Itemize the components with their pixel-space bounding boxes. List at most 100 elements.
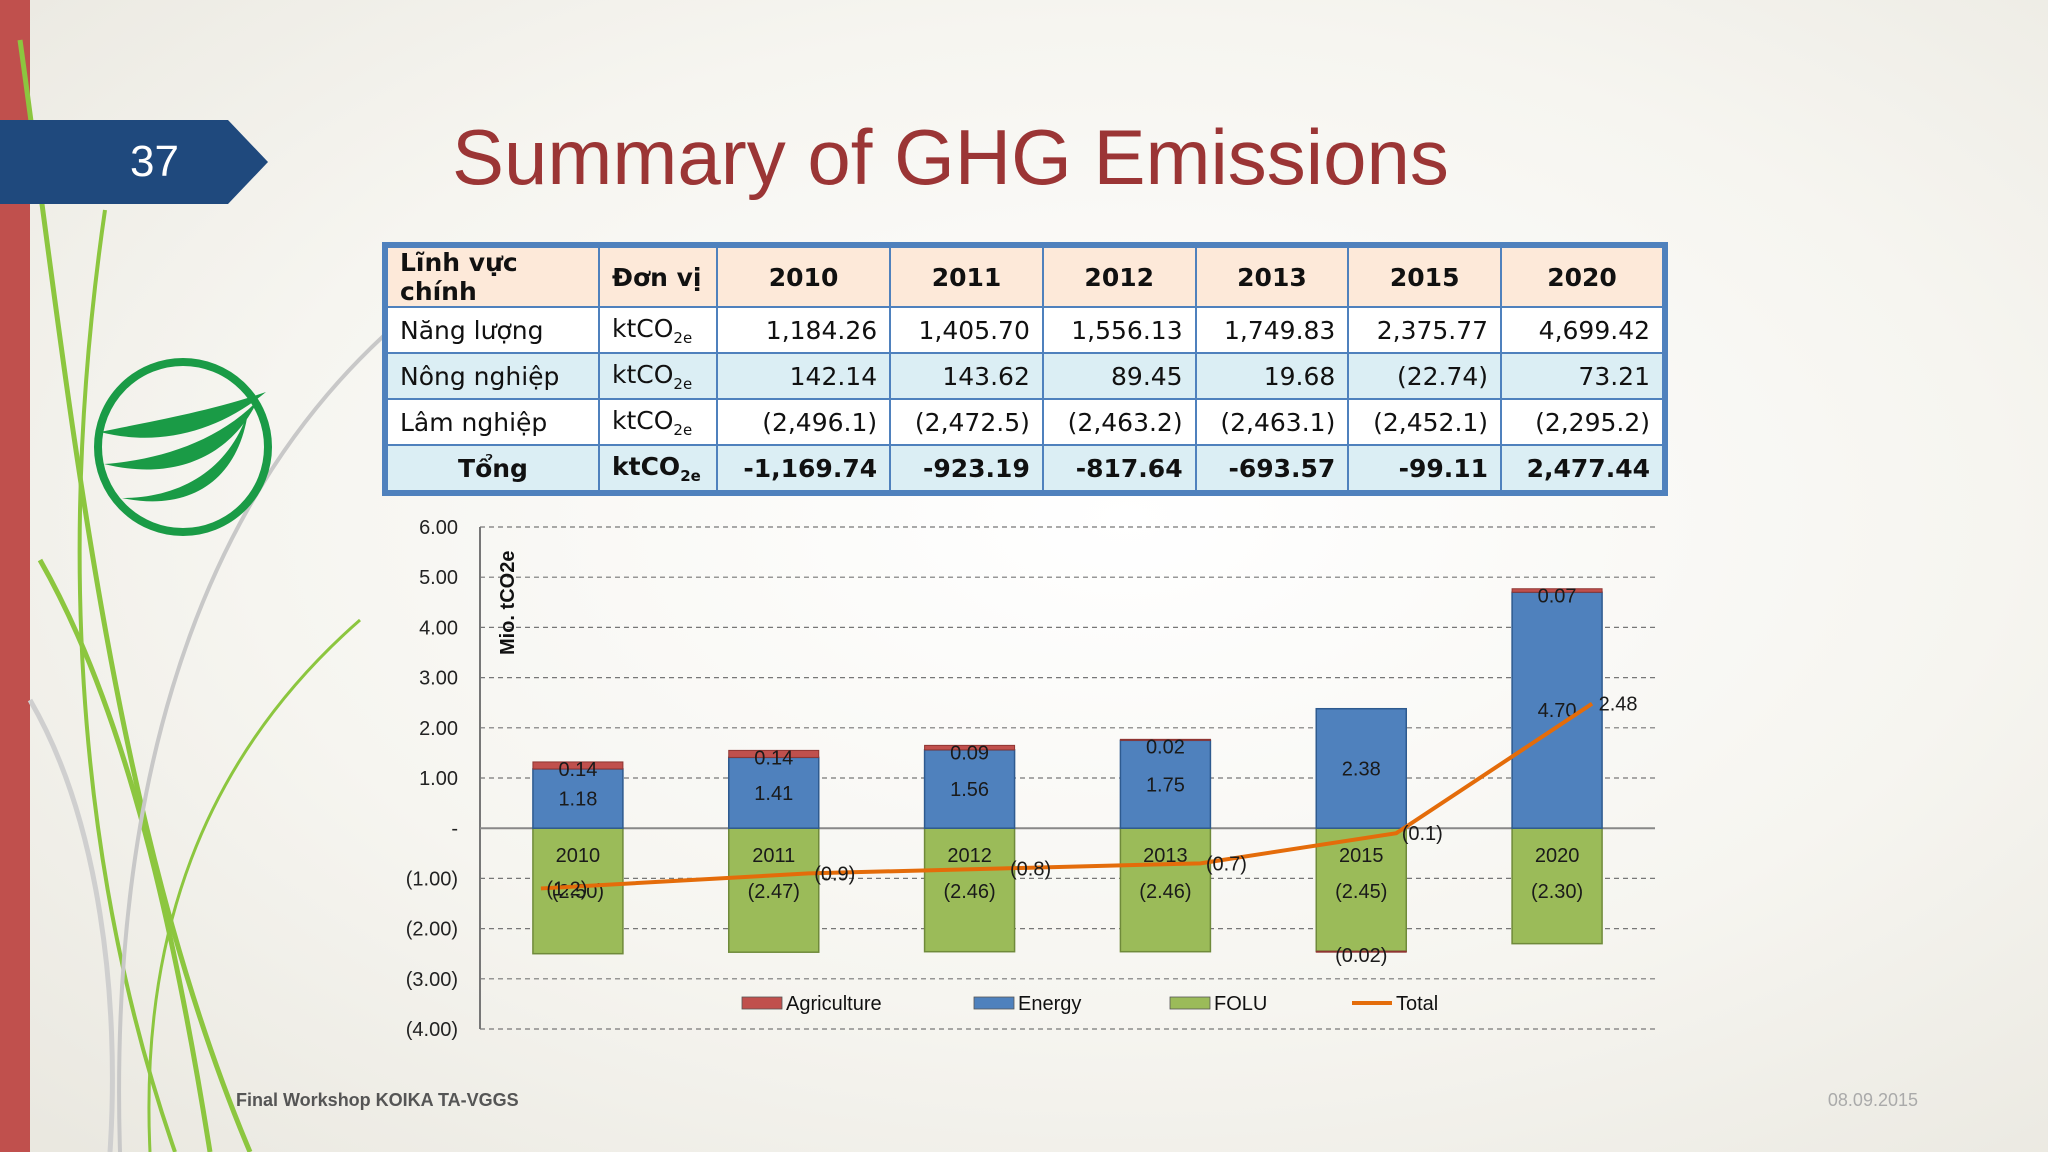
header-unit: Đơn vị <box>598 246 718 308</box>
legend-swatch <box>741 996 783 1010</box>
data-label-total: (0.9) <box>814 863 855 885</box>
table-cell: 142.14 <box>715 352 892 400</box>
y-axis-label: Mio. tCO2e <box>497 551 519 655</box>
table-row-total: Tổng ktCO2e -1,169.74 -923.19 -817.64 -6… <box>386 444 1664 492</box>
table-cell: 143.62 <box>889 352 1044 400</box>
legend-label: FOLU <box>1214 993 1267 1015</box>
data-label-energy: 4.70 <box>1538 700 1577 722</box>
data-label-folu: (2.30) <box>1531 881 1583 903</box>
x-category-label: 2010 <box>556 845 601 867</box>
header-2012: 2012 <box>1041 246 1197 308</box>
x-category-label: 2013 <box>1143 845 1188 867</box>
table-cell: 73.21 <box>1500 352 1664 400</box>
bar-folu <box>1119 827 1212 953</box>
bar-agriculture <box>924 744 1016 751</box>
table-cell: -923.19 <box>889 444 1044 492</box>
table-cell: -693.57 <box>1194 444 1350 492</box>
y-tick-label: (2.00) <box>406 919 458 941</box>
data-label-folu: (2.47) <box>748 881 800 903</box>
table-row: Lâm nghiệp ktCO2e (2,496.1) (2,472.5) (2… <box>386 398 1664 446</box>
table-cell: 1,405.70 <box>889 306 1044 354</box>
table-cell: (2,463.2) <box>1041 398 1197 446</box>
data-label-energy: 1.18 <box>558 789 597 811</box>
table-cell: 1,749.83 <box>1194 306 1350 354</box>
row-sector: Nông nghiệp <box>386 352 600 400</box>
header-2013: 2013 <box>1194 246 1350 308</box>
data-label-total: (0.7) <box>1206 853 1247 875</box>
y-tick-label: (3.00) <box>406 969 458 991</box>
x-category-label: 2015 <box>1339 845 1384 867</box>
legend-label: Agriculture <box>786 993 882 1015</box>
logo-icon <box>94 358 272 536</box>
row-sector: Lâm nghiệp <box>386 398 600 446</box>
row-sector: Năng lượng <box>386 306 600 354</box>
page-number: 37 <box>130 137 179 186</box>
header-2011: 2011 <box>889 246 1044 308</box>
data-label-folu: (2.46) <box>1139 881 1191 903</box>
data-label-total: (1.2) <box>546 878 587 900</box>
table-cell: 19.68 <box>1194 352 1350 400</box>
table-cell: (2,295.2) <box>1500 398 1664 446</box>
table-row: Năng lượng ktCO2e 1,184.26 1,405.70 1,55… <box>386 306 1664 354</box>
y-tick-label: 5.00 <box>419 567 458 589</box>
footer-date: 08.09.2015 <box>1827 1090 1918 1110</box>
bar-agriculture <box>1315 950 1407 953</box>
table-cell: 1,556.13 <box>1041 306 1197 354</box>
row-unit: ktCO2e <box>598 398 718 446</box>
header-2010: 2010 <box>715 246 892 308</box>
table-header-row: Lĩnh vực chính Đơn vị 2010 2011 2012 201… <box>386 246 1664 308</box>
slide-title: Summary of GHG Emissions <box>452 113 1449 201</box>
table-cell: (2,496.1) <box>715 398 892 446</box>
y-tick-label: 2.00 <box>419 718 458 740</box>
data-label-total: (0.8) <box>1010 858 1051 880</box>
table-cell: (2,452.1) <box>1347 398 1503 446</box>
table-cell: -1,169.74 <box>715 444 892 492</box>
y-tick-label: (4.00) <box>406 1019 458 1041</box>
legend-label: Energy <box>1018 993 1081 1015</box>
data-label-folu: (2.46) <box>943 881 995 903</box>
table-cell: 4,699.42 <box>1500 306 1664 354</box>
page-number-badge <box>0 120 268 204</box>
bar-agriculture <box>1511 588 1603 593</box>
data-label-energy: 1.41 <box>754 783 793 805</box>
legend-swatch <box>1169 996 1211 1010</box>
bar-agriculture <box>532 761 624 770</box>
bar-agriculture <box>1119 738 1211 741</box>
y-tick-label: 1.00 <box>419 768 458 790</box>
row-unit: ktCO2e <box>598 306 718 354</box>
y-tick-label: 6.00 <box>419 517 458 539</box>
x-category-label: 2020 <box>1535 845 1580 867</box>
table-cell: (2,472.5) <box>889 398 1044 446</box>
data-label-agriculture: 0.02 <box>1146 736 1185 758</box>
bar-folu <box>1511 827 1603 945</box>
bar-energy <box>1315 707 1407 829</box>
data-label-total: (0.1) <box>1402 823 1443 845</box>
x-category-label: 2012 <box>947 845 992 867</box>
table-cell: -817.64 <box>1041 444 1197 492</box>
x-category-label: 2011 <box>752 845 795 867</box>
data-label-agriculture: 0.09 <box>950 742 989 764</box>
data-label-agriculture: 0.14 <box>558 759 597 781</box>
row-sector: Tổng <box>386 444 600 492</box>
bar-folu <box>728 827 820 953</box>
table-cell: (2,463.1) <box>1194 398 1350 446</box>
emissions-table: Lĩnh vực chính Đơn vị 2010 2011 2012 201… <box>382 242 1668 496</box>
table-cell: 1,184.26 <box>715 306 892 354</box>
table-cell: (22.74) <box>1347 352 1503 400</box>
data-label-folu: (2.45) <box>1335 881 1387 903</box>
row-unit: ktCO2e <box>598 444 718 492</box>
table-cell: 89.45 <box>1041 352 1197 400</box>
data-label-agriculture: 0.14 <box>754 747 793 769</box>
data-label-total: 2.48 <box>1599 694 1638 716</box>
data-label-energy: 2.38 <box>1342 758 1381 780</box>
footer-left-text: Final Workshop KOIKA TA-VGGS <box>236 1090 519 1110</box>
bar-agriculture <box>728 749 820 758</box>
data-label-energy: 1.56 <box>950 779 989 801</box>
data-label-agriculture: 0.07 <box>1538 586 1577 608</box>
table-cell: 2,375.77 <box>1347 306 1503 354</box>
row-unit: ktCO2e <box>598 352 718 400</box>
emissions-chart: 6.00 5.00 4.00 3.00 2.00 1.00 - (1.00) (2.00) (3.… <box>406 517 1655 1041</box>
table-cell: -99.11 <box>1347 444 1503 492</box>
table-cell: 2,477.44 <box>1500 444 1664 492</box>
y-tick-label: (1.00) <box>406 868 458 890</box>
